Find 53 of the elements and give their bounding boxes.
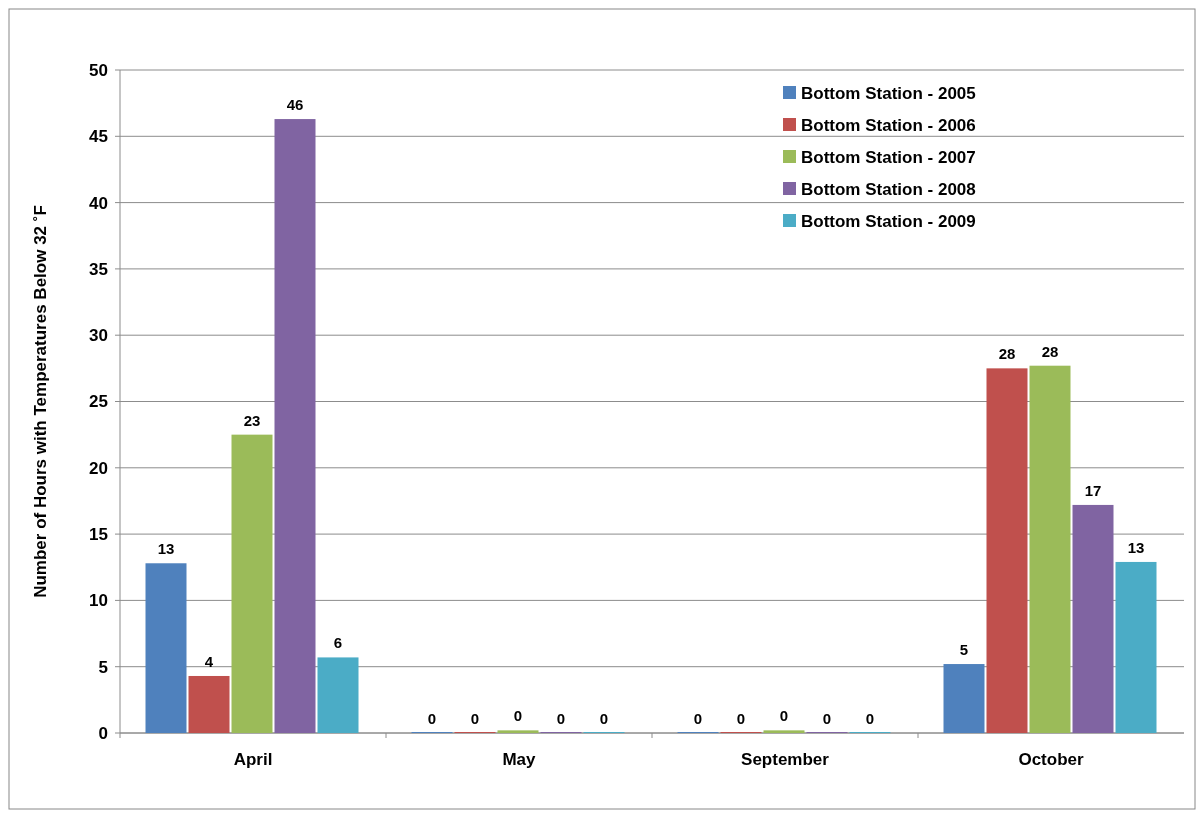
bar [317, 657, 359, 733]
bar [763, 730, 805, 733]
y-tick-label: 10 [89, 591, 108, 611]
data-label: 46 [286, 96, 304, 114]
x-tick-label: September [741, 750, 830, 769]
y-axis-title: Number of Hours with Temperatures Below 32 ˚F [31, 205, 50, 598]
y-tick-label: 50 [89, 60, 108, 80]
data-label: 0 [427, 710, 437, 727]
y-tick-label: 25 [89, 392, 108, 412]
y-tick-label: 45 [89, 127, 108, 147]
data-label: 28 [998, 345, 1016, 363]
bar [497, 730, 539, 733]
data-label: 28 [1041, 342, 1059, 360]
data-label: 13 [1127, 538, 1145, 556]
bar [1115, 561, 1157, 733]
bar [986, 368, 1028, 733]
legend-label: Bottom Station - 2009 [801, 211, 976, 231]
y-tick-label: 15 [89, 525, 108, 545]
data-label: 0 [556, 710, 566, 727]
data-label: 0 [779, 707, 789, 725]
y-tick-label: 0 [98, 723, 108, 743]
data-label: 0 [693, 710, 703, 727]
data-label: 0 [470, 710, 480, 727]
bar [1029, 365, 1071, 733]
y-tick-label: 40 [89, 193, 108, 213]
bar [145, 563, 187, 733]
data-label: 6 [333, 634, 343, 652]
bar [274, 119, 316, 733]
y-tick-label: 20 [89, 458, 108, 478]
data-label: 17 [1084, 481, 1102, 499]
bar [943, 664, 985, 733]
data-label: 4 [204, 652, 214, 670]
data-label: 23 [243, 411, 261, 429]
x-tick-label: October [1018, 750, 1084, 769]
data-label: 0 [736, 710, 746, 727]
legend-label: Bottom Station - 2007 [801, 147, 976, 167]
y-tick-label: 5 [98, 657, 108, 677]
legend-label: Bottom Station - 2006 [801, 115, 976, 135]
data-label: 0 [865, 710, 875, 727]
bar [188, 675, 230, 733]
x-tick-label: April [233, 750, 273, 769]
bar [1072, 504, 1114, 733]
data-label: 13 [157, 540, 175, 558]
legend-label: Bottom Station - 2008 [801, 179, 976, 199]
y-tick-label: 30 [89, 326, 108, 346]
legend-label: Bottom Station - 2005 [801, 83, 976, 103]
x-tick-label: May [502, 750, 537, 769]
data-label: 0 [513, 707, 523, 725]
data-label: 0 [822, 710, 832, 727]
data-label: 5 [959, 641, 969, 659]
y-tick-label: 35 [89, 259, 108, 279]
data-label: 0 [599, 710, 609, 727]
bar [231, 434, 273, 733]
